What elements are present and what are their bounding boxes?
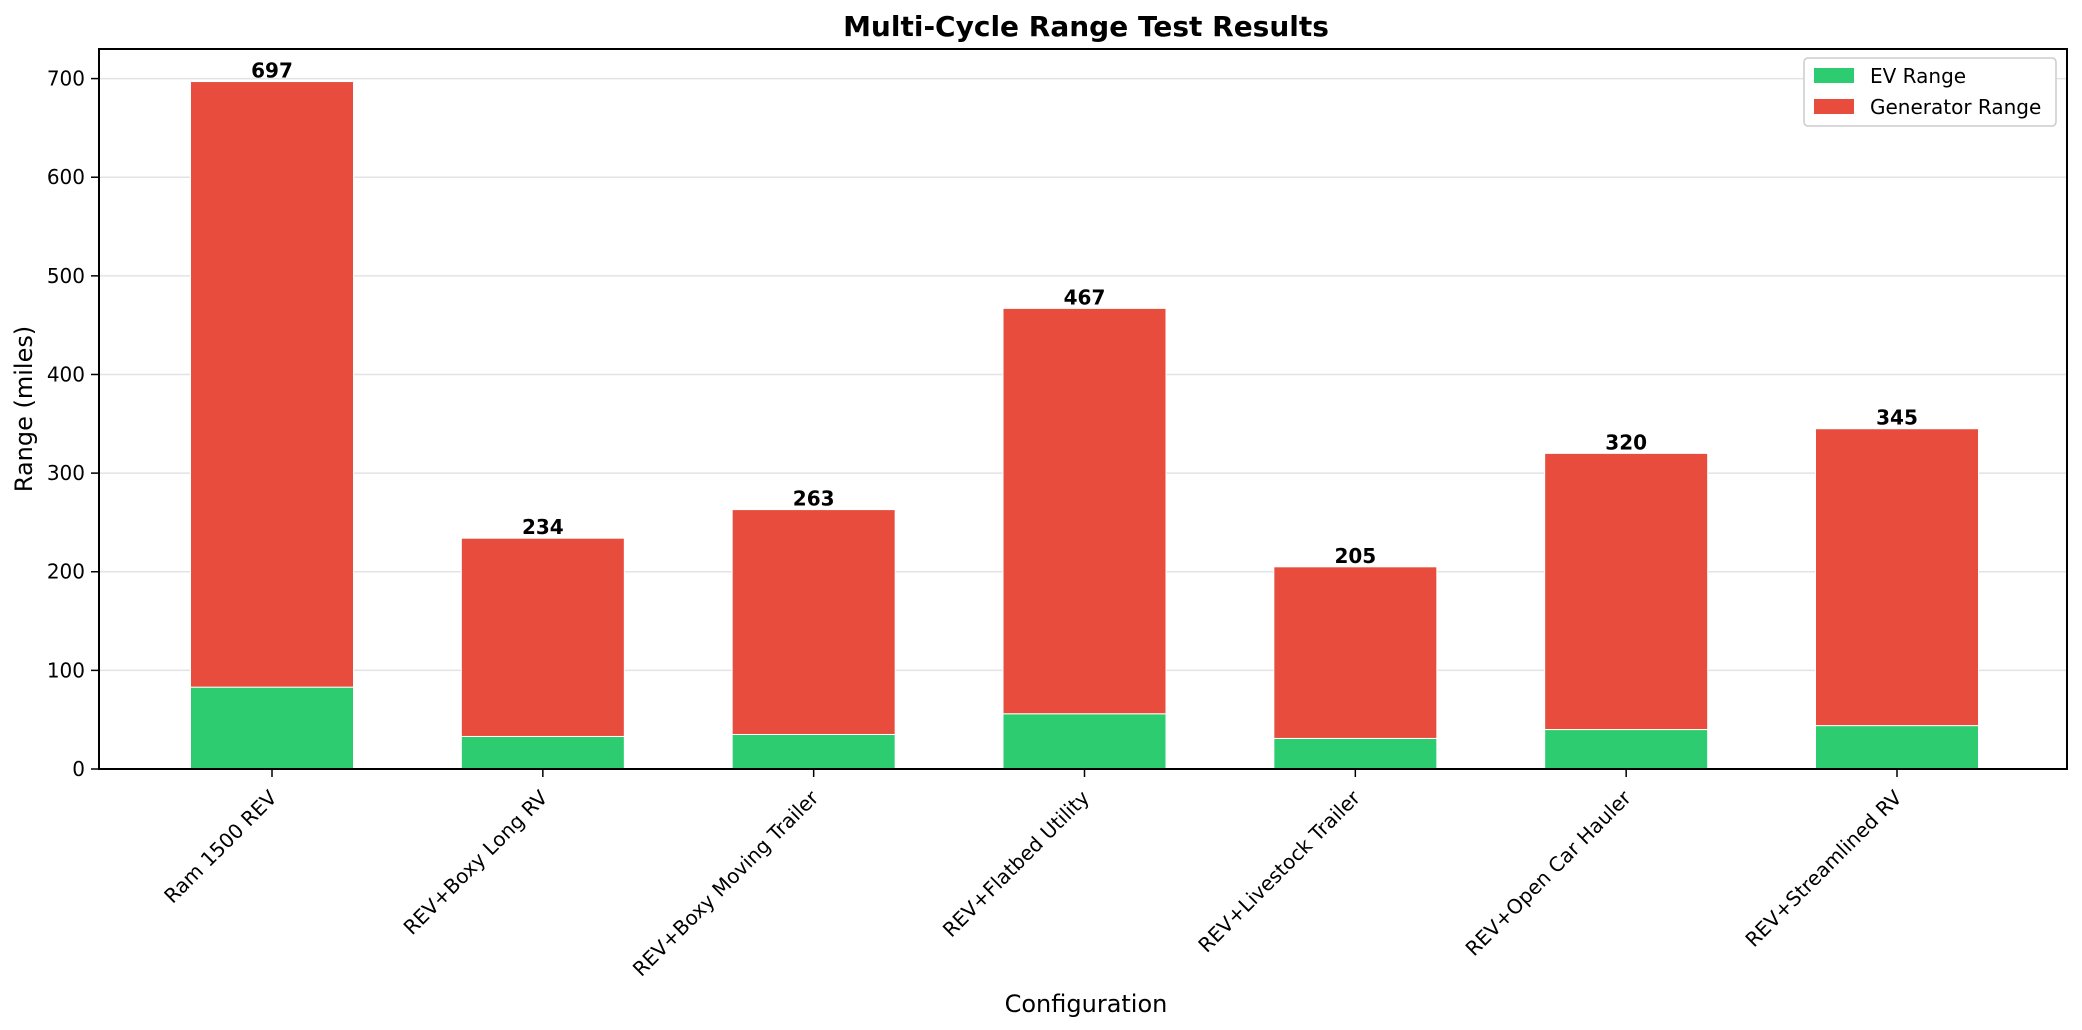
bar-total-label: 345	[1876, 406, 1918, 430]
bar-generator-range	[190, 81, 354, 688]
bar-total-label: 205	[1334, 544, 1376, 568]
legend-swatch-generator-range	[1814, 99, 1854, 114]
x-tick-label: REV+Boxy Moving Trailer	[628, 785, 824, 981]
legend-label-ev-range: EV Range	[1870, 64, 1966, 88]
bar-ev-range	[1544, 729, 1709, 770]
y-tick-label: 400	[47, 362, 85, 386]
total-labels: 697 234 263 467 205 320 345	[251, 59, 1918, 568]
y-tick-label: 700	[47, 67, 85, 91]
y-tick-label: 100	[47, 658, 85, 682]
y-tick-label: 300	[47, 461, 85, 485]
chart-title: Multi-Cycle Range Test Results	[843, 10, 1329, 43]
bar-total-label: 320	[1605, 430, 1647, 454]
bar-generator-range	[1544, 452, 1709, 731]
x-tick-label: REV+Streamlined RV	[1740, 785, 1906, 951]
bar-total-label: 263	[793, 487, 835, 511]
bar-ev-range	[731, 733, 896, 770]
bar-generator-range	[460, 537, 625, 737]
plot-frame	[98, 48, 2068, 770]
legend-label-generator-range: Generator Range	[1870, 95, 2041, 119]
x-tick-label: REV+Boxy Long RV	[399, 785, 553, 939]
x-tick-label: Ram 1500 REV	[159, 785, 282, 908]
bar-ev-range	[190, 686, 354, 770]
bar-ev-range	[1273, 737, 1438, 770]
y-tick-label: 0	[72, 757, 85, 781]
y-axis-ticks: 0 100 200 300 400 500 600 700	[47, 67, 99, 781]
x-axis-ticks: Ram 1500 REV REV+Boxy Long RV REV+Boxy Mov…	[159, 769, 1907, 981]
bar-ev-range	[1815, 725, 1979, 770]
bar-generator-range	[1002, 307, 1167, 715]
x-tick-label: REV+Open Car Hauler	[1461, 785, 1637, 961]
bar-total-label: 467	[1064, 285, 1106, 309]
y-tick-label: 600	[47, 165, 85, 189]
legend-swatch-ev-range	[1814, 68, 1854, 83]
y-tick-label: 200	[47, 560, 85, 584]
bar-ev-range	[1002, 713, 1167, 770]
bar-ev-range	[460, 735, 625, 770]
legend: EV Range Generator Range	[1803, 57, 2057, 127]
bar-total-label: 234	[522, 515, 564, 539]
x-tick-label: REV+Livestock Trailer	[1193, 785, 1365, 957]
bar-generator-range	[1815, 428, 1979, 727]
bar-generator-range	[731, 509, 896, 735]
legend-frame	[1803, 57, 2057, 127]
x-tick-label: REV+Flatbed Utility	[938, 785, 1094, 941]
bar-generator-range	[1273, 566, 1438, 739]
y-axis-label: Range (miles)	[10, 326, 38, 492]
y-tick-label: 500	[47, 264, 85, 288]
x-axis-label: Configuration	[1005, 990, 1168, 1018]
bar-total-label: 697	[251, 59, 293, 83]
bar-group	[190, 81, 1979, 770]
